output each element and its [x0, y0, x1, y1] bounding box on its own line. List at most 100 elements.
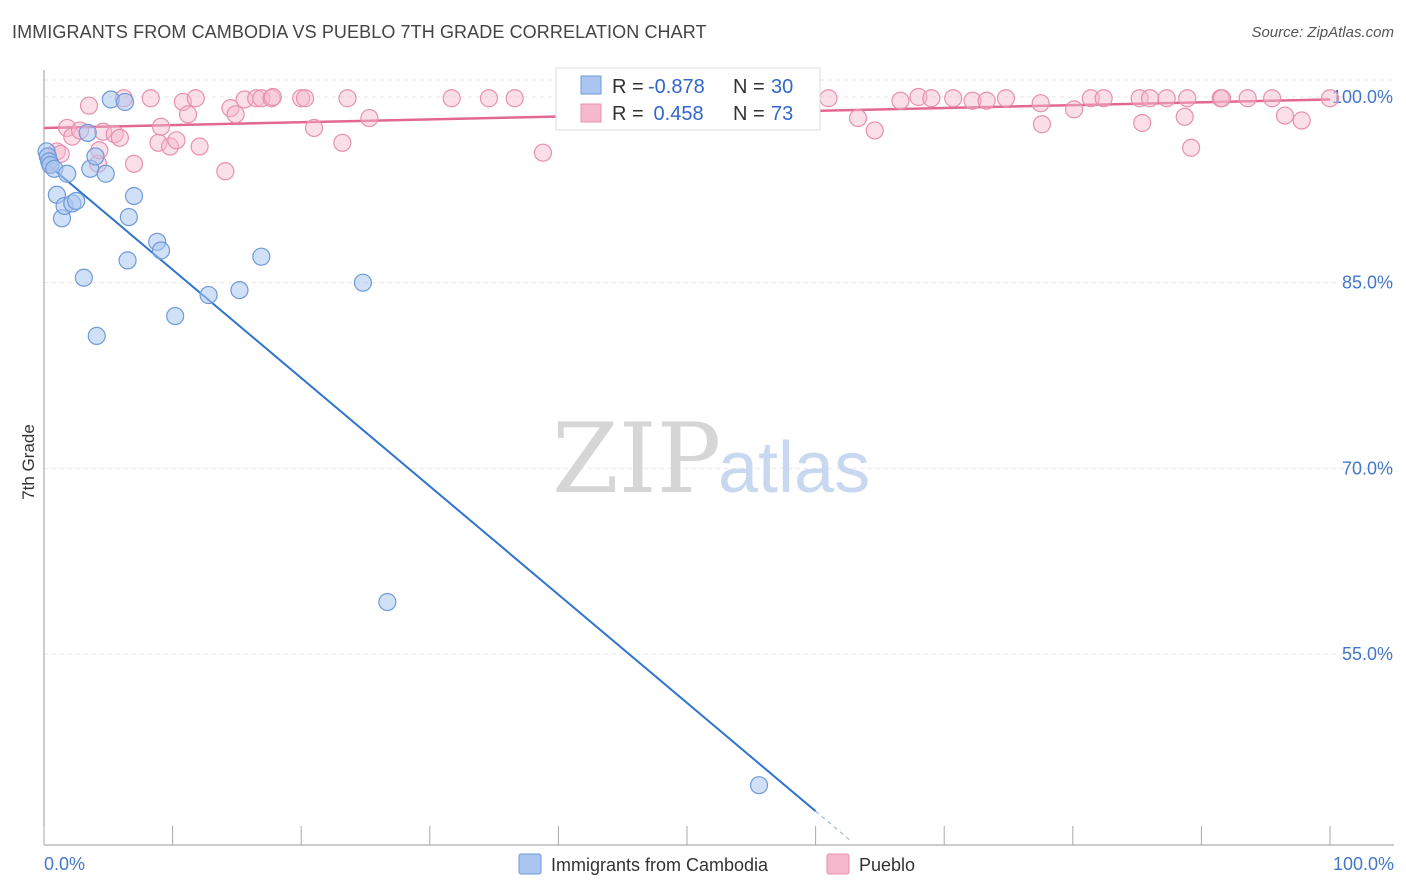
pueblo-point [977, 91, 996, 110]
legend-n-label-pueblo: N = [733, 103, 765, 125]
trend-line-cambodia [43, 160, 817, 812]
pueblo-point [963, 91, 982, 110]
pueblo-point [891, 91, 910, 110]
pueblo-point [1157, 89, 1176, 108]
chart-title: IMMIGRANTS FROM CAMBODIA VS PUEBLO 7TH G… [12, 22, 707, 42]
bottom-legend-label-cambodia: Immigrants from Cambodia [551, 855, 769, 875]
pueblo-point [1320, 89, 1340, 108]
pueblo-point [848, 108, 868, 128]
pueblo-point [226, 105, 245, 124]
cambodia-point [58, 164, 77, 183]
pueblo-point [338, 89, 357, 108]
pueblo-point [819, 89, 838, 108]
pueblo-point [295, 89, 315, 108]
pueblo-point [151, 117, 171, 136]
cambodia-point [199, 285, 218, 305]
pueblo-point [263, 87, 283, 107]
cambodia-point [124, 186, 144, 206]
pueblo-point [333, 133, 352, 152]
cambodia-points [37, 90, 769, 795]
legend-r-value-cambodia: -0.878 [648, 76, 705, 98]
pueblo-point [1031, 94, 1050, 113]
bottom-legend-swatch-cambodia [518, 853, 542, 875]
pueblo-point [1263, 89, 1282, 108]
pueblo-point [190, 137, 209, 156]
watermark-zip: ZIP [552, 403, 721, 515]
pueblo-point [1178, 89, 1197, 108]
pueblo-point [304, 118, 324, 138]
legend-r-label-pueblo: R = [612, 103, 644, 125]
correlation-legend: R = -0.878 N = 30 R = 0.458 N = 73 [555, 67, 821, 131]
y-tick-labels: 55.0% 70.0% 85.0% 100.0% [1332, 87, 1393, 664]
cambodia-point [115, 92, 135, 112]
cambodia-point [78, 123, 97, 142]
pueblo-point [1032, 115, 1052, 134]
pueblo-point [922, 89, 941, 108]
pueblo-point [533, 143, 553, 162]
bottom-legend-swatch-pueblo [826, 853, 850, 875]
pueblo-point [292, 89, 311, 108]
pueblo-point [1133, 113, 1152, 133]
cambodia-point [87, 326, 106, 345]
pueblo-point [1292, 111, 1311, 130]
series-legend: Immigrants from Cambodia Pueblo [518, 853, 915, 875]
trend-line-cambodia-extension [815, 810, 851, 841]
chart-source: Source: ZipAtlas.com [1251, 24, 1394, 41]
pueblo-point [124, 154, 144, 173]
pueblo-point [865, 121, 884, 140]
cambodia-point [353, 273, 373, 292]
axes [43, 70, 1394, 846]
pueblo-point [252, 89, 271, 108]
pueblo-point [178, 105, 198, 124]
legend-n-label-cambodia: N = [733, 76, 765, 98]
cambodia-point [96, 164, 115, 183]
cambodia-point [151, 241, 171, 260]
y-tick-label: 70.0% [1342, 458, 1393, 478]
pueblo-point [1094, 89, 1113, 108]
cambodia-point [230, 280, 249, 300]
pueblo-point [186, 89, 205, 108]
watermark-atlas: atlas [718, 428, 870, 508]
pueblo-point [1182, 138, 1201, 157]
cambodia-point [119, 207, 138, 227]
cambodia-point [749, 776, 769, 795]
pueblo-point [442, 89, 461, 108]
pueblo-point [1130, 89, 1149, 108]
pueblo-point [996, 89, 1016, 108]
pueblo-point [909, 87, 928, 107]
pueblo-point [141, 89, 160, 108]
pueblo-point [262, 89, 281, 108]
y-tick-label: 85.0% [1342, 273, 1393, 293]
legend-swatch-pueblo [580, 103, 602, 123]
legend-r-label-cambodia: R = [612, 76, 644, 98]
cambodia-point [74, 268, 93, 287]
legend-n-value-cambodia: 30 [771, 76, 793, 98]
y-tick-label: 55.0% [1342, 644, 1393, 664]
pueblo-point [479, 89, 499, 108]
pueblo-point [1238, 89, 1257, 108]
watermark: ZIP atlas [552, 403, 870, 515]
pueblo-point [1064, 100, 1084, 119]
bottom-legend-label-pueblo: Pueblo [859, 855, 915, 875]
x-ticks [43, 826, 1331, 845]
pueblo-point [110, 128, 129, 147]
pueblo-point [1275, 106, 1295, 125]
cambodia-point [67, 191, 86, 211]
y-tick-label: 100.0% [1332, 87, 1393, 107]
pueblo-point [1175, 107, 1194, 126]
legend-r-value-pueblo: 0.458 [648, 103, 704, 125]
pueblo-point [505, 89, 524, 108]
cambodia-point [166, 306, 185, 326]
pueblo-point [944, 89, 963, 108]
legend-n-value-pueblo: 73 [771, 103, 793, 125]
y-axis-title: 7th Grade [19, 424, 38, 500]
cambodia-point [86, 147, 105, 166]
x-tick-label-max: 100.0% [1333, 854, 1394, 874]
pueblo-point [360, 108, 379, 128]
pueblo-point [216, 162, 235, 181]
pueblo-point [1140, 89, 1160, 108]
pueblo-point [167, 131, 186, 150]
x-tick-label-min: 0.0% [44, 854, 85, 874]
legend-swatch-cambodia [580, 75, 602, 95]
